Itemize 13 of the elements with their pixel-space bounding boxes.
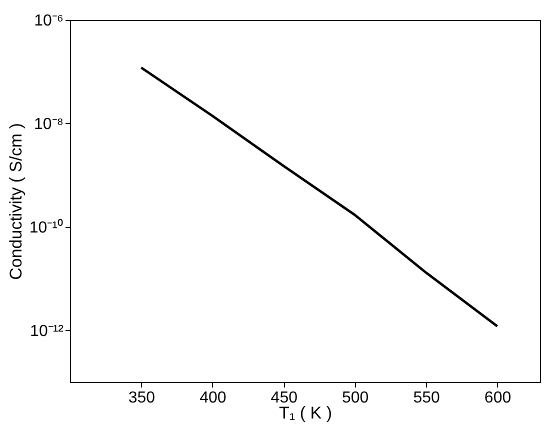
x-tick-label: 600 — [484, 390, 512, 406]
y-tick-label: 10⁻¹⁰ — [29, 218, 64, 236]
y-tick-label: 10⁻¹² — [30, 322, 64, 340]
x-tick-label: 500 — [342, 390, 369, 406]
line-series — [140, 66, 499, 328]
x-tick-label: 400 — [200, 390, 226, 406]
x-tick-label: 450 — [270, 390, 298, 406]
x-axis-title: T₁ ( K ) — [279, 404, 332, 422]
y-tick-label: 10⁻⁸ — [34, 116, 64, 133]
y-axis-title: Conductivity ( S/cm ) — [6, 123, 26, 280]
y-tick-label: 10⁻⁶ — [34, 12, 64, 30]
x-tick-label: 350 — [128, 390, 156, 406]
x-tick-label: 550 — [413, 390, 440, 406]
